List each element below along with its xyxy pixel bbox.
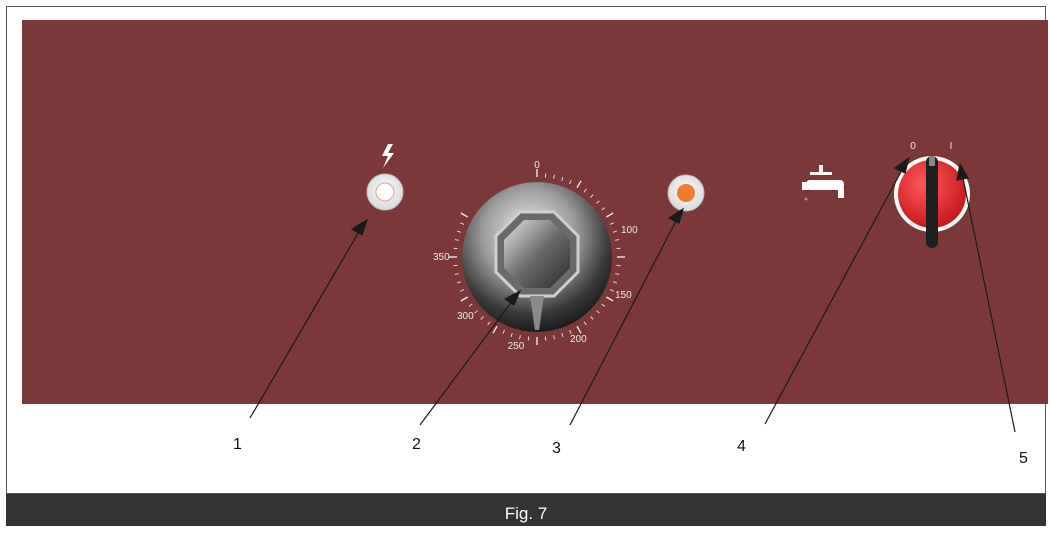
callout-label-4: 4	[737, 438, 746, 456]
dial-scale-tick	[461, 213, 468, 217]
dial-scale-tick	[570, 180, 572, 184]
power-indicator-lamp	[367, 174, 403, 210]
callout-label-2: 2	[412, 436, 421, 454]
dial-scale-label-350: 350	[433, 252, 450, 263]
dial-scale-tick	[615, 274, 619, 275]
dial-scale-tick	[520, 335, 521, 339]
callout-label-5: 5	[1019, 450, 1028, 468]
dial-scale-tick	[562, 333, 563, 337]
callout-label-1: 1	[233, 436, 242, 454]
dial-scale-tick	[591, 316, 594, 319]
dial-scale-tick	[461, 297, 468, 301]
heating-indicator-lamp	[668, 175, 704, 211]
dial-scale-tick	[493, 326, 497, 333]
dial-scale-tick	[455, 240, 459, 241]
dial-scale-tick	[469, 304, 472, 306]
thermostat-knob	[462, 182, 612, 332]
dial-scale-label-200: 200	[570, 334, 587, 345]
dial-scale-label-250: 250	[508, 341, 525, 352]
switch-position-on: I	[950, 141, 953, 152]
dial-scale-label-150: 150	[615, 290, 632, 301]
dial-scale-tick	[596, 311, 599, 314]
water-tap-icon	[802, 165, 844, 201]
dial-scale-tick	[475, 311, 478, 314]
figure-caption: Fig. 7	[6, 494, 1046, 526]
dial-scale-tick	[610, 290, 614, 292]
dial-scale-label-300: 300	[457, 311, 474, 322]
dial-scale-tick	[615, 240, 619, 241]
dial-scale-tick	[460, 290, 464, 292]
lightning-icon	[382, 144, 394, 168]
dial-scale-tick	[457, 231, 461, 232]
dial-scale-tick	[610, 223, 614, 225]
dial-scale-tick	[613, 231, 617, 232]
dial-scale-tick	[460, 223, 464, 225]
dial-scale-tick	[457, 282, 461, 283]
dial-scale-tick	[481, 316, 484, 319]
dial-scale-tick	[613, 282, 617, 283]
dial-scale-tick	[606, 213, 613, 217]
dial-scale-tick	[455, 274, 459, 275]
dial-scale-tick	[602, 304, 605, 306]
dial-scale-tick	[606, 297, 613, 301]
dial-scale-tick	[584, 189, 586, 192]
dial-scale-label-0: 0	[534, 160, 540, 171]
dial-scale-tick	[503, 330, 505, 334]
dial-scale-tick	[584, 322, 586, 325]
dial-scale-tick	[577, 326, 581, 333]
dial-scale-tick	[577, 181, 581, 188]
switch-position-off: 0	[910, 141, 916, 152]
dial-scale-tick	[511, 333, 512, 337]
dial-scale-tick	[562, 177, 563, 181]
dial-scale-label-100: 100	[621, 225, 638, 236]
dial-scale-tick	[602, 208, 605, 210]
dial-scale-tick	[554, 175, 555, 179]
dial-scale-tick	[596, 201, 599, 204]
callout-label-3: 3	[552, 440, 561, 458]
dial-scale-tick	[488, 322, 490, 325]
dial-scale-tick	[554, 335, 555, 339]
dial-scale-tick	[591, 195, 594, 198]
